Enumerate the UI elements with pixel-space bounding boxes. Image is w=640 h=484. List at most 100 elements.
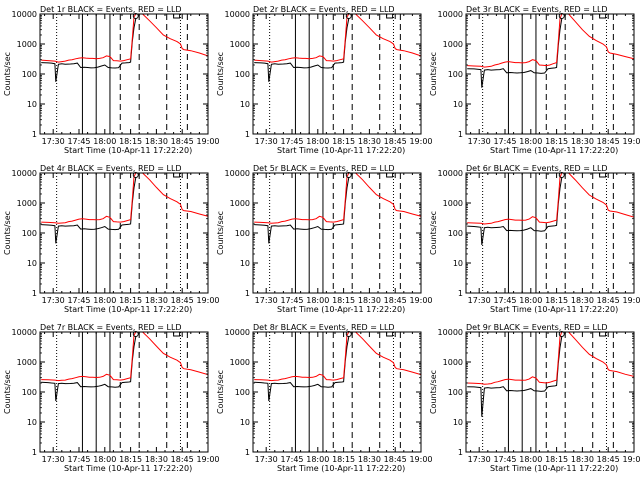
- x-tick-label: 19:00: [409, 455, 432, 464]
- x-axis-label: Start Time (10-Apr-11 17:22:20): [64, 146, 192, 155]
- y-tick-label: 10000: [438, 169, 463, 178]
- y-tick-label: 100: [448, 70, 463, 79]
- x-tick-label: 17:30: [468, 455, 491, 464]
- panel-title: Det 6r BLACK = Events, RED = LLD: [466, 164, 608, 173]
- x-tick-label: 18:45: [171, 296, 194, 305]
- y-tick-label: 100: [235, 70, 250, 79]
- y-tick-label: 10: [453, 100, 463, 109]
- x-tick-label: 18:30: [358, 455, 381, 464]
- y-axis-label: Counts/sec: [429, 211, 438, 255]
- x-axis-label: Start Time (10-Apr-11 17:22:20): [64, 305, 192, 314]
- x-tick-label: 17:45: [280, 137, 303, 146]
- x-axis-label: Start Time (10-Apr-11 17:22:20): [277, 305, 405, 314]
- x-tick-label: 18:00: [306, 296, 329, 305]
- plot-frame: [39, 172, 209, 294]
- y-tick-label: 1: [458, 448, 463, 457]
- y-tick-label: 10000: [225, 10, 250, 19]
- y-axis-label: Counts/sec: [216, 52, 225, 96]
- series-lld-line: [41, 332, 208, 382]
- detector-panel-5: 1 10 100 1000 10000 17:30 17:45 18:00 18:15 18:30…: [216, 164, 433, 314]
- x-tick-label: 18:30: [571, 137, 594, 146]
- panel-title: Det 1r BLACK = Events, RED = LLD: [40, 5, 182, 14]
- x-tick-label: 17:45: [280, 296, 303, 305]
- x-tick-label: 18:00: [93, 455, 116, 464]
- panel-title: Det 3r BLACK = Events, RED = LLD: [466, 5, 608, 14]
- x-tick-label: 18:15: [545, 455, 568, 464]
- x-tick-label: 18:30: [145, 296, 168, 305]
- panel-title: Det 8r BLACK = Events, RED = LLD: [253, 323, 395, 332]
- x-tick-label: 18:00: [519, 455, 542, 464]
- series-events-line: [41, 336, 137, 402]
- y-axis-label: Counts/sec: [3, 52, 12, 96]
- x-axis-label: Start Time (10-Apr-11 17:22:20): [490, 146, 618, 155]
- x-tick-label: 17:30: [42, 455, 65, 464]
- x-tick-label: 19:00: [196, 137, 219, 146]
- x-tick-label: 18:00: [93, 296, 116, 305]
- x-tick-label: 18:00: [306, 455, 329, 464]
- plot-frame: [252, 13, 422, 135]
- x-tick-label: 18:45: [384, 296, 407, 305]
- y-tick-label: 100: [22, 70, 37, 79]
- detector-panel-4: 1 10 100 1000 10000 17:30 17:45 18:00 18:15 18:30…: [3, 164, 220, 314]
- x-tick-label: 19:00: [409, 296, 432, 305]
- series-events-line: [467, 18, 563, 88]
- x-tick-label: 18:45: [171, 455, 194, 464]
- x-tick-label: 18:45: [597, 137, 620, 146]
- series-lld-line: [254, 332, 421, 382]
- y-tick-label: 10: [240, 100, 250, 109]
- y-tick-label: 1: [245, 130, 250, 139]
- y-tick-label: 1000: [230, 358, 250, 367]
- x-tick-label: 18:00: [519, 137, 542, 146]
- panel-title: Det 4r BLACK = Events, RED = LLD: [40, 164, 182, 173]
- y-tick-label: 10000: [12, 328, 37, 337]
- x-tick-label: 18:15: [332, 137, 355, 146]
- y-tick-label: 1: [245, 448, 250, 457]
- x-tick-label: 17:30: [255, 455, 278, 464]
- x-tick-label: 17:30: [42, 137, 65, 146]
- x-tick-label: 18:00: [519, 296, 542, 305]
- y-tick-label: 1000: [230, 40, 250, 49]
- attenuator-box-marker: [599, 172, 607, 178]
- y-axis-label: Counts/sec: [429, 52, 438, 96]
- x-tick-label: 18:15: [119, 455, 142, 464]
- x-tick-label: 18:15: [332, 296, 355, 305]
- series-events-line: [41, 18, 137, 82]
- y-tick-label: 1000: [443, 199, 463, 208]
- x-tick-label: 18:15: [545, 296, 568, 305]
- attenuator-box-marker: [599, 331, 607, 337]
- y-tick-label: 1000: [230, 199, 250, 208]
- series-events-line: [41, 177, 137, 244]
- x-axis-label: Start Time (10-Apr-11 17:22:20): [277, 464, 405, 473]
- x-tick-label: 17:45: [493, 137, 516, 146]
- x-axis-label: Start Time (10-Apr-11 17:22:20): [490, 464, 618, 473]
- x-tick-label: 17:45: [67, 296, 90, 305]
- x-tick-label: 18:15: [119, 296, 142, 305]
- y-tick-label: 1: [32, 448, 37, 457]
- y-tick-label: 10000: [438, 10, 463, 19]
- y-tick-label: 10: [27, 418, 37, 427]
- series-events-line: [467, 336, 563, 417]
- y-tick-label: 10000: [12, 169, 37, 178]
- attenuator-box-marker: [386, 13, 394, 19]
- x-tick-label: 18:30: [358, 137, 381, 146]
- x-tick-label: 17:30: [468, 137, 491, 146]
- attenuator-box-marker: [599, 13, 607, 19]
- y-tick-label: 10000: [225, 169, 250, 178]
- y-tick-label: 10: [27, 259, 37, 268]
- plot-frame: [252, 172, 422, 294]
- y-tick-label: 1: [458, 289, 463, 298]
- y-tick-label: 1000: [17, 358, 37, 367]
- detector-panel-9: 1 10 100 1000 10000 17:30 17:45 18:00 18:15 18:30…: [429, 323, 640, 473]
- series-lld-line: [467, 173, 634, 225]
- y-tick-label: 1000: [17, 199, 37, 208]
- y-tick-label: 1000: [17, 40, 37, 49]
- x-tick-label: 18:45: [171, 137, 194, 146]
- x-tick-label: 19:00: [409, 137, 432, 146]
- x-tick-label: 18:30: [571, 296, 594, 305]
- x-axis-label: Start Time (10-Apr-11 17:22:20): [490, 305, 618, 314]
- y-axis-label: Counts/sec: [216, 211, 225, 255]
- y-tick-label: 10: [27, 100, 37, 109]
- detector-panel-8: 1 10 100 1000 10000 17:30 17:45 18:00 18:15 18:30…: [216, 323, 433, 473]
- x-tick-label: 19:00: [196, 455, 219, 464]
- series-lld-line: [41, 173, 208, 224]
